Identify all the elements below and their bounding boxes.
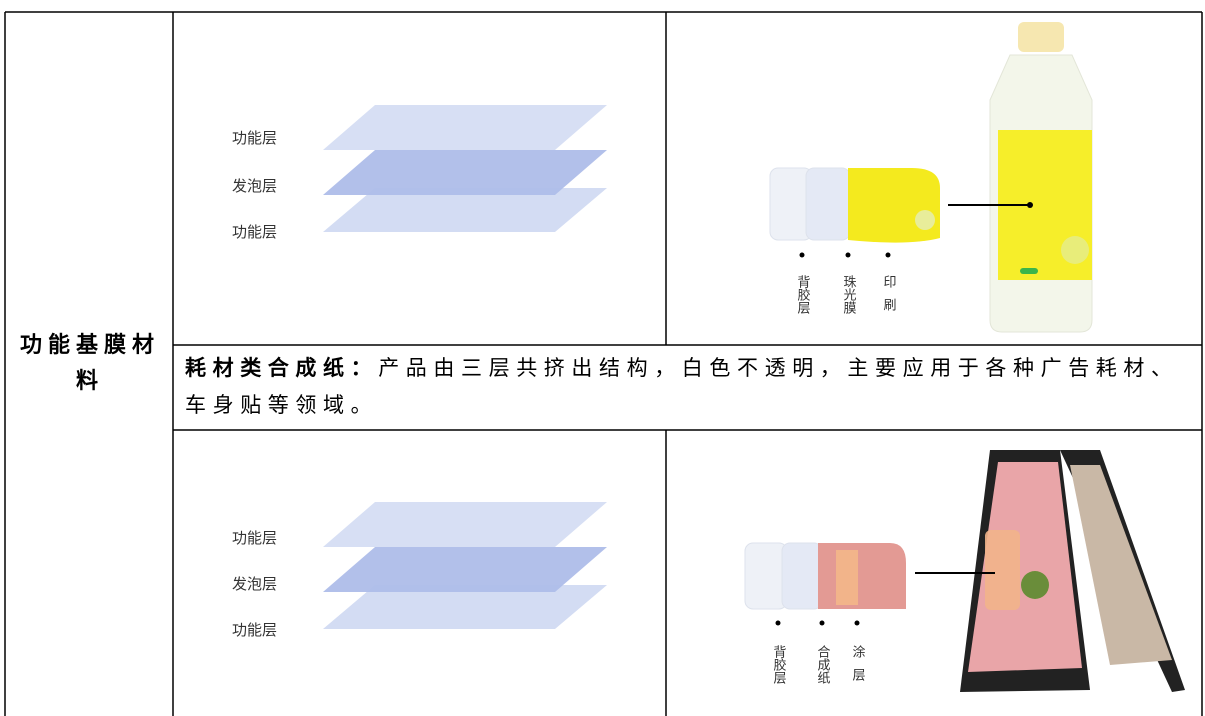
layer-label: 功能层 [232,223,277,241]
layer-label: 发泡层 [232,177,277,195]
description-text: 产品由三层共挤出结构，白色不透明，主要应用于各种广告耗材、车身贴等领域。 [185,356,1179,417]
sample-label: 珠光膜 [841,275,857,314]
layer-diagram [323,105,607,232]
layer-label: 功能层 [232,529,277,547]
description: 耗材类合成纸：产品由三层共挤出结构，白色不透明，主要应用于各种广告耗材、车身贴等… [185,350,1200,424]
row-header: 功能基膜材料 [20,333,161,394]
layer-diagram [323,502,607,629]
sample-label: 背胶层 [795,275,811,315]
sign-illustration [744,450,1185,692]
sample-label: 合成纸 [815,645,831,685]
layer-label: 功能层 [232,129,277,147]
table-borders [4,11,1203,716]
description-title: 耗材类合成纸： [185,356,379,380]
sample-label: 涂层 [850,644,866,691]
layer-label: 发泡层 [232,575,277,593]
sample-label: 背胶层 [771,645,787,685]
layer-label: 功能层 [232,621,277,639]
bottle-illustration [769,22,1093,333]
sample-label: 印刷 [881,275,897,321]
